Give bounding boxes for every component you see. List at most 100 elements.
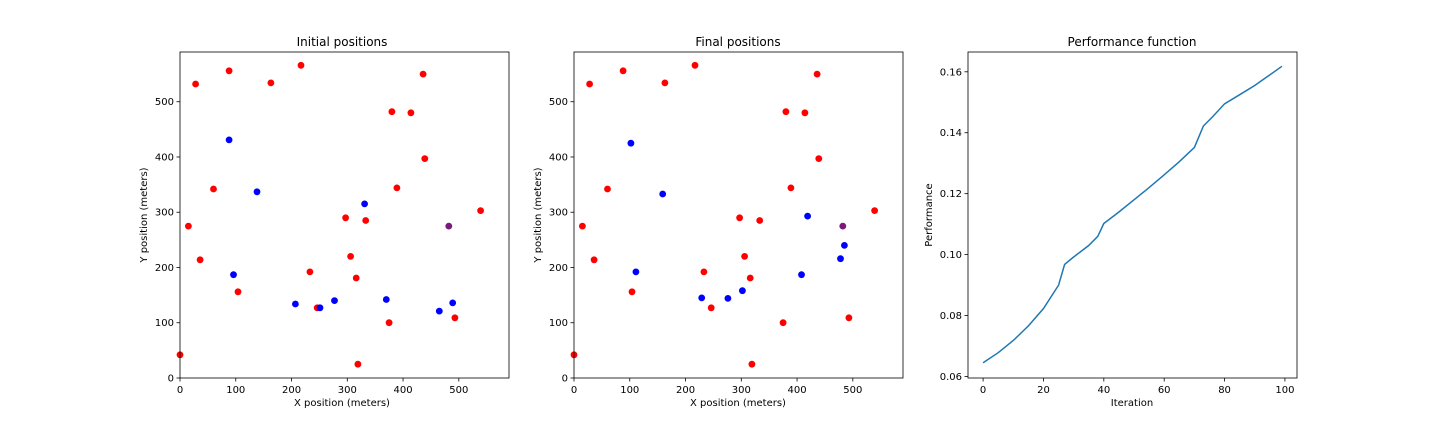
final-point-series-1	[798, 271, 805, 279]
final-point-series-1	[739, 287, 746, 295]
initial-point-series-0	[385, 319, 393, 327]
final-point-series-0	[779, 319, 787, 327]
initial-point-series-1	[361, 200, 368, 208]
performance-ytick-label: 0.10	[940, 250, 962, 261]
initial-positions-ylabel: Y position (meters)	[139, 167, 150, 263]
final-point-series-0	[871, 207, 878, 215]
initial-point-series-0	[342, 214, 349, 222]
initial-point-series-0	[267, 79, 275, 87]
initial-point-series-0	[297, 61, 305, 69]
performance-title: Performance function	[1068, 35, 1197, 49]
final-ytick-label: 400	[549, 152, 568, 163]
final-point-series-0	[741, 253, 748, 260]
final-point-series-1	[632, 268, 640, 276]
final-xtick-label: 500	[843, 385, 862, 396]
performance-xtick-label: 100	[1275, 385, 1294, 396]
initial-xtick-label: 400	[394, 385, 413, 396]
initial-point-series-0	[407, 109, 415, 117]
initial-positions-xlabel: X position (meters)	[294, 398, 390, 409]
initial-positions-plot-area: 0 100 200 300 400 500 0 100 200 300 400 500	[155, 51, 510, 396]
initial-ytick-label: 200	[155, 263, 174, 274]
final-point-series-1	[837, 255, 844, 263]
initial-point-series-0	[421, 155, 429, 163]
performance-xtick-label: 80	[1218, 385, 1231, 396]
final-ytick-label: 100	[549, 318, 568, 329]
final-point-series-0	[604, 185, 611, 193]
final-axes-frame	[573, 51, 904, 379]
panel-initial-positions: 0 100 200 300 400 500 0 100 200 300 400 500 Initial…	[139, 35, 510, 409]
panel-performance-function: 0 20 40 60 80 100 0.06 0.08 0.10 0.12 0.14 0.16 Per…	[924, 35, 1298, 409]
initial-xtick-label: 500	[449, 385, 468, 396]
initial-point-series-2	[445, 222, 453, 230]
initial-xtick-label: 100	[226, 385, 245, 396]
final-point-series-0	[691, 61, 699, 69]
initial-ytick-label: 300	[155, 208, 174, 219]
initial-point-series-0	[477, 207, 484, 215]
final-point-series-0	[700, 268, 708, 276]
final-positions-ylabel: Y position (meters)	[533, 167, 544, 263]
initial-ytick-label: 0	[168, 374, 174, 385]
initial-point-series-0	[352, 274, 360, 282]
performance-xlabel: Iteration	[1111, 398, 1153, 409]
final-point-series-1	[698, 294, 706, 302]
initial-point-series-1	[225, 136, 233, 144]
performance-series-line	[982, 65, 1283, 364]
initial-point-series-1	[253, 188, 261, 196]
initial-point-series-0	[419, 70, 427, 78]
initial-point-series-0	[388, 108, 396, 116]
initial-point-series-0	[362, 217, 370, 224]
initial-point-series-0	[306, 268, 314, 276]
performance-plot-area: 0 20 40 60 80 100 0.06 0.08 0.10 0.12 0.14 0.16	[940, 51, 1298, 396]
performance-ytick-label: 0.16	[940, 67, 962, 78]
final-xtick-label: 400	[788, 385, 807, 396]
final-point-series-0	[586, 80, 593, 88]
initial-point-series-1	[331, 297, 338, 304]
final-point-series-0	[782, 108, 790, 116]
performance-xtick-label: 20	[1037, 385, 1050, 396]
initial-xtick-label: 200	[282, 385, 301, 396]
final-point-series-1	[804, 212, 811, 220]
final-point-series-0	[590, 256, 598, 264]
final-positions-plot-area: 0 100 200 300 400 500 0 100 200 300 400 500	[549, 51, 904, 396]
final-point-series-0	[748, 360, 756, 368]
final-point-series-0	[707, 304, 715, 312]
initial-xtick-label: 0	[177, 385, 183, 396]
final-point-series-2	[839, 222, 847, 230]
final-ytick-label: 200	[549, 263, 568, 274]
panel-final-positions: 0 100 200 300 400 500 0 100 200 300 400 500 Final p…	[533, 35, 904, 409]
initial-point-series-0	[451, 314, 459, 322]
initial-point-series-0	[234, 288, 242, 296]
initial-point-series-0	[354, 360, 362, 368]
final-positions-title: Final positions	[695, 35, 780, 49]
initial-point-series-1	[316, 304, 324, 312]
final-xtick-label: 100	[620, 385, 639, 396]
initial-ytick-label: 400	[155, 152, 174, 163]
initial-point-series-0	[393, 184, 401, 192]
initial-axes-frame	[179, 51, 510, 379]
initial-point-series-0	[185, 222, 192, 230]
final-xtick-label: 200	[676, 385, 695, 396]
performance-xtick-label: 0	[980, 385, 986, 396]
initial-point-series-1	[435, 307, 443, 315]
performance-ytick-label: 0.06	[940, 372, 962, 383]
final-point-series-0	[815, 155, 823, 163]
final-point-series-0	[813, 70, 821, 78]
initial-point-series-0	[210, 185, 217, 193]
final-xtick-label: 300	[732, 385, 751, 396]
final-point-series-1	[724, 295, 732, 302]
final-point-series-0	[579, 222, 586, 230]
final-point-series-1	[627, 139, 635, 147]
initial-point-series-1	[382, 296, 390, 303]
initial-ytick-label: 100	[155, 318, 174, 329]
initial-point-series-1	[449, 299, 457, 307]
performance-xtick-label: 40	[1097, 385, 1110, 396]
final-point-series-0	[787, 184, 795, 192]
final-point-series-0	[801, 109, 809, 117]
performance-xtick-label: 60	[1158, 385, 1171, 396]
final-point-series-0	[756, 217, 764, 224]
initial-point-series-1	[292, 300, 299, 308]
final-point-series-0	[661, 79, 669, 87]
initial-point-series-0	[225, 67, 233, 75]
final-point-series-0	[736, 214, 743, 222]
